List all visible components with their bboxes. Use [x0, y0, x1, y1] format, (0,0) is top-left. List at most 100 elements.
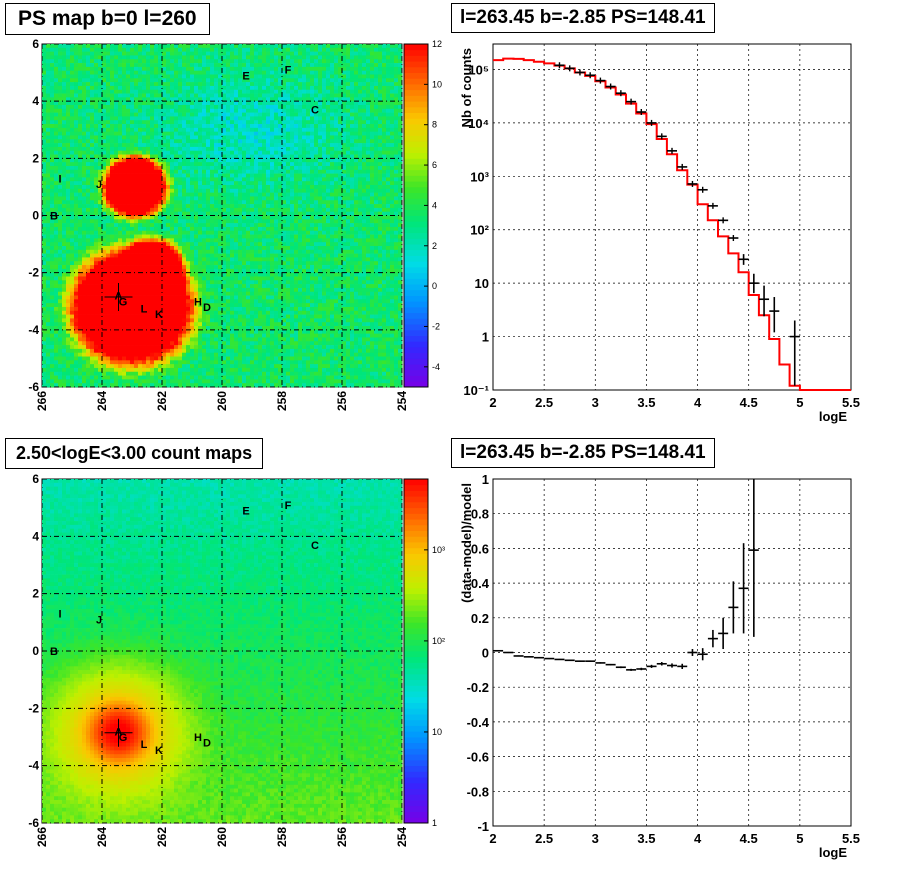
heatmap-cell — [242, 223, 246, 227]
heatmap-cell — [50, 101, 54, 105]
heatmap-cell — [90, 280, 94, 284]
heatmap-cell — [250, 90, 254, 94]
heatmap-cell — [150, 353, 154, 357]
heatmap-cell — [106, 288, 110, 292]
heatmap-cell — [58, 235, 62, 239]
heatmap-cell — [134, 132, 138, 136]
heatmap-cell — [210, 315, 214, 319]
heatmap-cell — [122, 143, 126, 147]
heatmap-cell — [82, 162, 86, 166]
heatmap-cell — [202, 368, 206, 372]
heatmap-cell — [214, 250, 218, 254]
heatmap-cell — [202, 55, 206, 59]
heatmap-cell — [130, 90, 134, 94]
heatmap-cell — [114, 242, 118, 246]
heatmap-cell — [150, 86, 154, 90]
heatmap-cell — [138, 223, 142, 227]
heatmap-cell — [198, 162, 202, 166]
heatmap-cell — [94, 307, 98, 311]
heatmap-cell — [234, 48, 238, 52]
heatmap-cell — [150, 113, 154, 117]
heatmap-cell — [182, 48, 186, 52]
heatmap-cell — [250, 330, 254, 334]
heatmap-cell — [50, 135, 54, 139]
heatmap-cell — [150, 299, 154, 303]
heatmap-cell — [190, 242, 194, 246]
heatmap-cell — [50, 196, 54, 200]
heatmap-cell — [106, 357, 110, 361]
heatmap-cell — [42, 94, 46, 98]
heatmap-cell — [86, 345, 90, 349]
heatmap-cell — [262, 101, 266, 105]
heatmap-cell — [138, 337, 142, 341]
heatmap-cell — [174, 330, 178, 334]
heatmap-cell — [126, 200, 130, 204]
heatmap-cell — [94, 345, 98, 349]
heatmap-cell — [210, 284, 214, 288]
heatmap-cell — [238, 257, 242, 261]
heatmap-cell — [190, 357, 194, 361]
heatmap-cell — [234, 181, 238, 185]
heatmap-cell — [162, 238, 166, 242]
heatmap-cell — [230, 162, 234, 166]
heatmap-cell — [210, 109, 214, 113]
heatmap-cell — [198, 120, 202, 124]
heatmap-cell — [110, 216, 114, 220]
heatmap-cell — [62, 246, 66, 250]
heatmap-cell — [258, 315, 262, 319]
heatmap-cell — [62, 48, 66, 52]
heatmap-cell — [134, 151, 138, 155]
heatmap-cell — [82, 151, 86, 155]
heatmap-cell — [78, 177, 82, 181]
heatmap-cell — [166, 86, 170, 90]
heatmap-cell — [122, 71, 126, 75]
heatmap-cell — [94, 246, 98, 250]
heatmap-cell — [250, 379, 254, 383]
heatmap-cell — [194, 265, 198, 269]
heatmap-cell — [202, 379, 206, 383]
heatmap-cell — [246, 273, 250, 277]
heatmap-cell — [122, 341, 126, 345]
heatmap-cell — [206, 147, 210, 151]
heatmap-cell — [210, 94, 214, 98]
heatmap-cell — [122, 116, 126, 120]
heatmap-cell — [110, 231, 114, 235]
heatmap-cell — [170, 292, 174, 296]
heatmap-cell — [50, 238, 54, 242]
heatmap-cell — [46, 132, 50, 136]
heatmap-cell — [258, 181, 262, 185]
heatmap-cell — [142, 181, 146, 185]
heatmap-cell — [118, 174, 122, 178]
heatmap-cell — [86, 276, 90, 280]
heatmap-cell — [198, 318, 202, 322]
heatmap-cell — [142, 74, 146, 78]
heatmap-cell — [62, 204, 66, 208]
heatmap-cell — [238, 185, 242, 189]
heatmap-cell — [46, 303, 50, 307]
heatmap-cell — [74, 139, 78, 143]
heatmap-cell — [250, 128, 254, 132]
heatmap-cell — [202, 334, 206, 338]
heatmap-cell — [154, 257, 158, 261]
heatmap-cell — [170, 231, 174, 235]
heatmap-cell — [166, 246, 170, 250]
heatmap-cell — [226, 257, 230, 261]
heatmap-cell — [198, 82, 202, 86]
heatmap-cell — [214, 59, 218, 63]
heatmap-cell — [134, 288, 138, 292]
heatmap-cell — [66, 311, 70, 315]
heatmap-cell — [114, 82, 118, 86]
heatmap-cell — [74, 242, 78, 246]
heatmap-cell — [110, 246, 114, 250]
heatmap-cell — [182, 280, 186, 284]
heatmap-cell — [86, 59, 90, 63]
heatmap-cell — [142, 200, 146, 204]
heatmap-cell — [258, 379, 262, 383]
heatmap-cell — [250, 322, 254, 326]
heatmap-cell — [226, 357, 230, 361]
heatmap-cell — [214, 113, 218, 117]
heatmap-cell — [254, 177, 258, 181]
heatmap-cell — [186, 128, 190, 132]
heatmap-cell — [242, 360, 246, 364]
heatmap-cell — [82, 353, 86, 357]
